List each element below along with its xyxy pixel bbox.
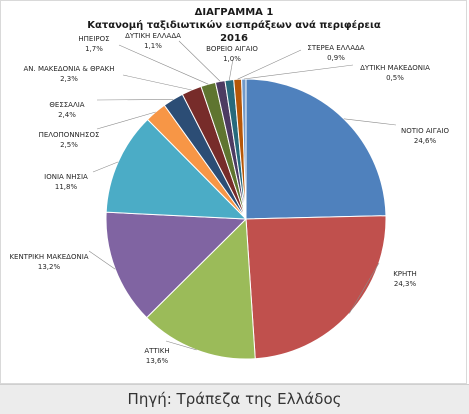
slice-value-label-13: 0,5% — [386, 74, 404, 82]
leader-line-2 — [349, 262, 380, 314]
chart-title-line-2: Κατανομή ταξιδιωτικών εισπράξεων ανά περ… — [87, 19, 381, 31]
chart-title-line-3: 2016 — [220, 33, 248, 44]
leader-line-12 — [237, 49, 302, 80]
pie-slice-5 — [105, 118, 248, 220]
leader-line-10 — [178, 40, 221, 82]
pie-slice-1 — [245, 78, 387, 220]
slice-value-label-9: 1,7% — [85, 45, 103, 53]
slice-name-label-9: ΗΠΕΙΡΟΣ — [78, 35, 109, 43]
slice-value-label-5: 11,8% — [55, 183, 78, 191]
leader-line-3 — [165, 340, 197, 351]
slice-name-label-5: ΙΟΝΙΑ ΝΗΣΙΑ — [44, 173, 88, 181]
slice-value-label-4: 13,2% — [38, 263, 61, 271]
slice-name-label-2: ΚΡΗΤΗ — [393, 270, 417, 278]
slice-name-label-11: ΒΟΡΕΙΟ ΑΙΓΑΙΟ — [206, 45, 258, 53]
slice-value-label-2: 24,3% — [394, 280, 417, 288]
slice-name-label-8: ΑΝ. ΜΑΚΕΔΟΝΙΑ & ΘΡΑΚΗ — [24, 65, 115, 73]
leader-line-11 — [229, 58, 234, 81]
slice-value-label-12: 0,9% — [327, 54, 345, 62]
chart-frame: ΔΙΑΓΡΑΜΜΑ 1 Κατανομή ταξιδιωτικών εισπράξ… — [0, 0, 467, 384]
leader-line-5 — [92, 161, 119, 173]
slice-value-label-1: 24,6% — [414, 137, 437, 145]
slice-value-label-11: 1,0% — [223, 55, 241, 63]
leader-line-13 — [243, 64, 354, 80]
slice-name-label-12: ΣΤΕΡΕΑ ΕΛΛΑΔΑ — [307, 44, 364, 52]
slice-value-label-10: 1,1% — [144, 42, 162, 50]
source-caption: Πηγή: Τράπεζα της Ελλάδος — [0, 384, 469, 414]
slice-name-label-10: ΔΥΤΙΚΗ ΕΛΛΑΔΑ — [125, 32, 181, 40]
leader-line-7 — [96, 99, 174, 101]
slice-name-label-6: ΠΕΛΟΠΟΝΝΗΣΟΣ — [39, 131, 100, 139]
slice-name-label-7: ΘΕΣΣΑΛΙΑ — [49, 101, 84, 109]
slice-value-label-7: 2,4% — [58, 111, 76, 119]
slice-name-label-3: ΑΤΤΙΚΗ — [144, 347, 169, 355]
leader-line-4 — [88, 250, 116, 270]
slice-value-label-8: 2,3% — [60, 75, 78, 83]
chart-title-line-1: ΔΙΑΓΡΑΜΜΑ 1 — [195, 7, 274, 18]
slice-name-label-13: ΔΥΤΙΚΗ ΜΑΚΕΔΟΝΙΑ — [360, 64, 430, 72]
slice-name-label-4: ΚΕΝΤΡΙΚΗ ΜΑΚΕΔΟΝΙΑ — [9, 253, 88, 261]
slice-name-label-1: ΝΟΤΙΟ ΑΙΓΑΙΟ — [401, 127, 449, 135]
leader-line-6 — [96, 111, 156, 130]
source-text: Πηγή: Τράπεζα της Ελλάδος — [127, 390, 342, 408]
leader-line-1 — [343, 118, 397, 126]
slice-value-label-3: 13,6% — [146, 357, 169, 365]
leader-line-9 — [118, 44, 209, 85]
leader-line-8 — [122, 74, 192, 91]
slice-value-label-6: 2,5% — [60, 141, 78, 149]
